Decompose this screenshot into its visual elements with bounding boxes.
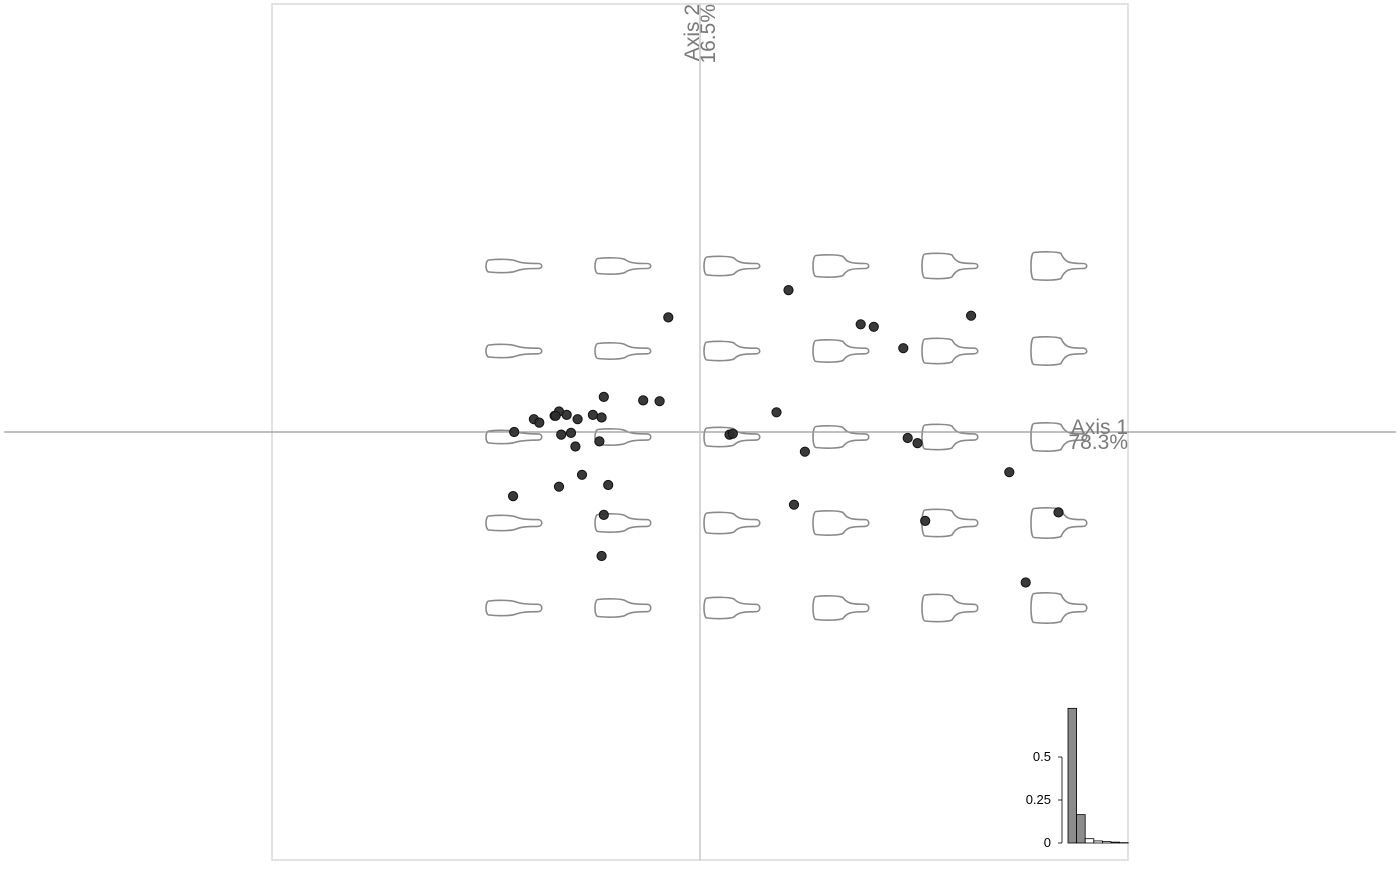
eigen-bar (1111, 842, 1120, 843)
shape-outline (704, 256, 760, 275)
data-point (554, 482, 563, 491)
data-point (856, 320, 865, 329)
data-point (599, 392, 608, 401)
data-point (1054, 508, 1063, 517)
shape-outline (486, 515, 542, 530)
data-point (1005, 468, 1014, 477)
point-layer (508, 286, 1063, 588)
eigen-tick-label: 0.5 (1033, 749, 1051, 764)
x-axis-percent: 78.3% (1068, 431, 1128, 454)
data-point (899, 344, 908, 353)
data-point (508, 492, 517, 501)
data-point (535, 418, 544, 427)
data-point (595, 437, 604, 446)
data-point (566, 428, 575, 437)
data-point (913, 439, 922, 448)
data-point (510, 427, 519, 436)
shape-outline (486, 259, 542, 272)
eigen-tick-label: 0.25 (1026, 792, 1051, 807)
data-point (599, 510, 608, 519)
shape-outline (922, 338, 978, 363)
data-point (597, 413, 606, 422)
eigenvalue-inset: 0 0.25 0.5 (1026, 708, 1129, 850)
data-point (571, 442, 580, 451)
shape-outline (595, 258, 651, 274)
shape-outline (704, 597, 760, 618)
shape-outline (813, 426, 869, 448)
label-layer: Axis 1 78.3% Axis 2 16.5% (681, 4, 1128, 454)
y-axis-percent: 16.5% (697, 4, 720, 64)
data-point (800, 447, 809, 456)
eigen-bar (1102, 842, 1111, 843)
data-point (588, 410, 597, 419)
shape-outline (595, 343, 651, 359)
data-point (551, 411, 560, 420)
shape-outline (813, 511, 869, 535)
data-point (604, 480, 613, 489)
eigen-bar (1068, 708, 1077, 843)
shape-outline (922, 594, 978, 621)
data-point (728, 429, 737, 438)
eigen-tick-label: 0 (1044, 835, 1051, 850)
data-point (772, 408, 781, 417)
data-point (577, 470, 586, 479)
data-point (597, 551, 606, 560)
shape-outline (704, 341, 760, 360)
shape-layer (486, 252, 1087, 623)
data-point (664, 313, 673, 322)
eigen-bar (1094, 841, 1103, 843)
eigen-bar (1085, 839, 1094, 843)
shape-outline (922, 509, 978, 536)
shape-outline (704, 512, 760, 533)
shape-outline (595, 599, 651, 617)
data-point (639, 396, 648, 405)
data-point (573, 415, 582, 424)
data-point (1021, 578, 1030, 587)
shape-outline (1031, 252, 1087, 280)
data-point (869, 322, 878, 331)
shape-outline (922, 424, 978, 449)
shape-outline (813, 596, 869, 620)
eigen-bar (1077, 815, 1086, 843)
data-point (655, 397, 664, 406)
data-point (967, 311, 976, 320)
data-point (784, 286, 793, 295)
axis-layer (4, 4, 1396, 860)
data-point (557, 430, 566, 439)
shape-outline (813, 340, 869, 362)
data-point (921, 516, 930, 525)
shape-outline (813, 255, 869, 277)
shape-outline (1031, 337, 1087, 365)
data-point (562, 410, 571, 419)
data-point (789, 500, 798, 509)
shape-outline (486, 344, 542, 357)
shape-outline (922, 253, 978, 278)
shape-outline (1031, 593, 1087, 623)
data-point (903, 433, 912, 442)
shape-outline (486, 600, 542, 615)
